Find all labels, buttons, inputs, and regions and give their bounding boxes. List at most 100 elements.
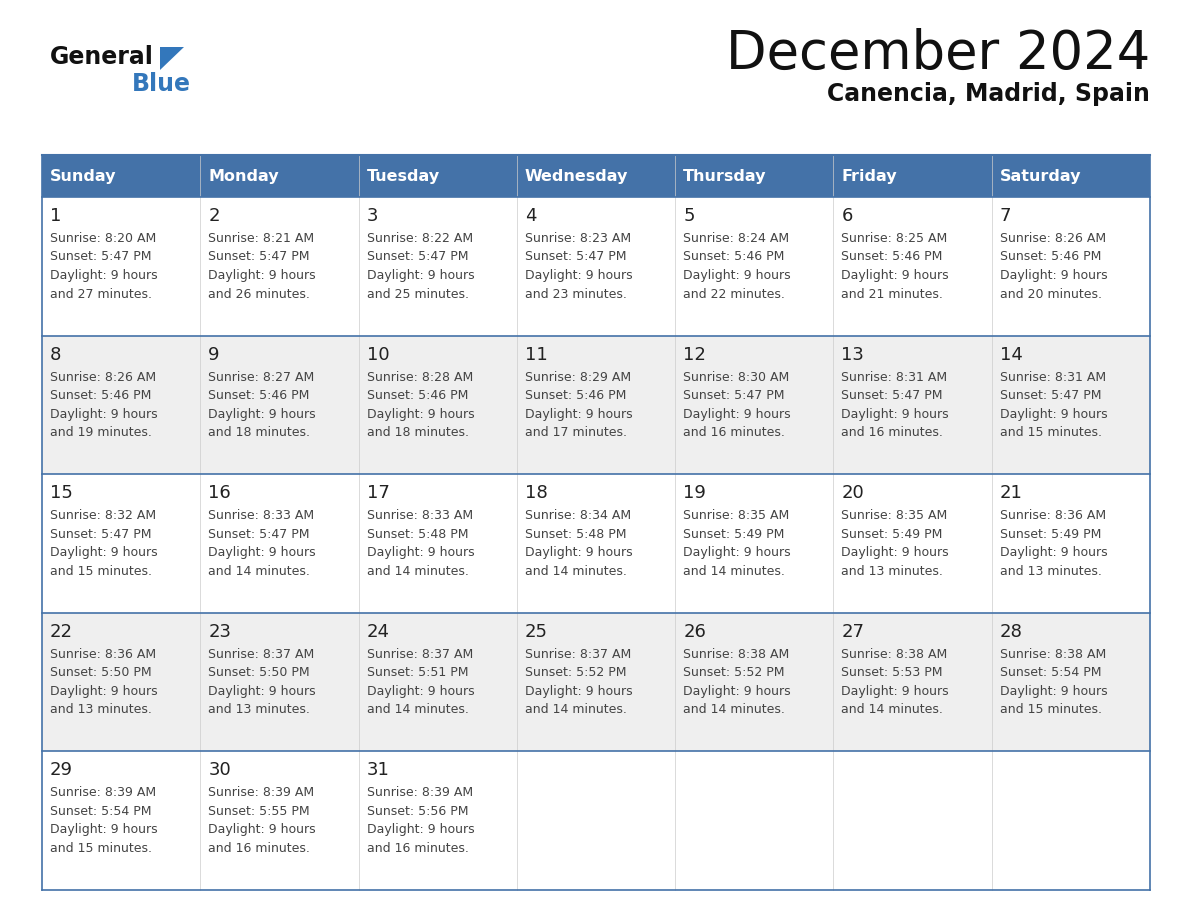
Text: and 26 minutes.: and 26 minutes. (208, 287, 310, 300)
Text: Daylight: 9 hours: Daylight: 9 hours (50, 546, 158, 559)
Text: Sunrise: 8:21 AM: Sunrise: 8:21 AM (208, 232, 315, 245)
Text: 17: 17 (367, 484, 390, 502)
Text: Sunset: 5:54 PM: Sunset: 5:54 PM (50, 805, 152, 818)
Bar (359, 613, 517, 752)
Text: and 21 minutes.: and 21 minutes. (841, 287, 943, 300)
Text: 4: 4 (525, 207, 536, 225)
Text: and 14 minutes.: and 14 minutes. (683, 703, 785, 716)
Text: Sunrise: 8:27 AM: Sunrise: 8:27 AM (208, 371, 315, 384)
Text: Sunrise: 8:33 AM: Sunrise: 8:33 AM (367, 509, 473, 522)
Text: and 14 minutes.: and 14 minutes. (525, 703, 627, 716)
Text: 25: 25 (525, 622, 548, 641)
Text: 23: 23 (208, 622, 232, 641)
Text: Sunrise: 8:34 AM: Sunrise: 8:34 AM (525, 509, 631, 522)
Text: Sunset: 5:47 PM: Sunset: 5:47 PM (1000, 389, 1101, 402)
Text: Sunrise: 8:25 AM: Sunrise: 8:25 AM (841, 232, 948, 245)
Text: Daylight: 9 hours: Daylight: 9 hours (208, 546, 316, 559)
Text: Blue: Blue (132, 72, 191, 96)
Text: Sunset: 5:47 PM: Sunset: 5:47 PM (50, 251, 152, 263)
Text: Sunset: 5:47 PM: Sunset: 5:47 PM (208, 528, 310, 541)
Text: Sunset: 5:55 PM: Sunset: 5:55 PM (208, 805, 310, 818)
Text: Wednesday: Wednesday (525, 169, 628, 184)
Text: Sunrise: 8:36 AM: Sunrise: 8:36 AM (50, 648, 156, 661)
Text: and 15 minutes.: and 15 minutes. (50, 565, 152, 577)
Text: Daylight: 9 hours: Daylight: 9 hours (525, 685, 632, 698)
Bar (42, 336, 201, 475)
Text: and 18 minutes.: and 18 minutes. (367, 426, 468, 439)
Text: 1: 1 (50, 207, 62, 225)
Text: General: General (50, 45, 154, 69)
Text: 12: 12 (683, 345, 706, 364)
Text: Sunrise: 8:39 AM: Sunrise: 8:39 AM (208, 787, 315, 800)
Bar (675, 475, 834, 613)
Text: and 14 minutes.: and 14 minutes. (841, 703, 943, 716)
Text: Daylight: 9 hours: Daylight: 9 hours (841, 685, 949, 698)
Text: Sunrise: 8:24 AM: Sunrise: 8:24 AM (683, 232, 789, 245)
Text: 7: 7 (1000, 207, 1011, 225)
Text: and 14 minutes.: and 14 minutes. (367, 703, 468, 716)
Text: and 15 minutes.: and 15 minutes. (1000, 703, 1101, 716)
Text: Daylight: 9 hours: Daylight: 9 hours (683, 546, 791, 559)
Text: 2: 2 (208, 207, 220, 225)
Text: 14: 14 (1000, 345, 1023, 364)
Text: and 13 minutes.: and 13 minutes. (208, 703, 310, 716)
Text: 31: 31 (367, 761, 390, 779)
Text: Sunrise: 8:23 AM: Sunrise: 8:23 AM (525, 232, 631, 245)
Text: Sunrise: 8:38 AM: Sunrise: 8:38 AM (1000, 648, 1106, 661)
Bar (201, 475, 359, 613)
Bar (359, 752, 517, 890)
Bar (517, 475, 675, 613)
Bar (675, 155, 834, 197)
Bar (42, 197, 201, 336)
Text: Daylight: 9 hours: Daylight: 9 hours (367, 823, 474, 836)
Text: 28: 28 (1000, 622, 1023, 641)
Text: Sunrise: 8:37 AM: Sunrise: 8:37 AM (367, 648, 473, 661)
Text: Sunset: 5:47 PM: Sunset: 5:47 PM (525, 251, 626, 263)
Bar (834, 155, 992, 197)
Text: Sunset: 5:49 PM: Sunset: 5:49 PM (841, 528, 943, 541)
Text: 16: 16 (208, 484, 230, 502)
Text: and 14 minutes.: and 14 minutes. (367, 565, 468, 577)
Text: Sunset: 5:48 PM: Sunset: 5:48 PM (525, 528, 626, 541)
Text: Sunset: 5:47 PM: Sunset: 5:47 PM (50, 528, 152, 541)
Bar (42, 752, 201, 890)
Text: and 25 minutes.: and 25 minutes. (367, 287, 468, 300)
Text: Sunset: 5:49 PM: Sunset: 5:49 PM (1000, 528, 1101, 541)
Text: 15: 15 (50, 484, 72, 502)
Text: Daylight: 9 hours: Daylight: 9 hours (50, 823, 158, 836)
Text: Sunrise: 8:26 AM: Sunrise: 8:26 AM (50, 371, 156, 384)
Bar (834, 336, 992, 475)
Text: and 14 minutes.: and 14 minutes. (525, 565, 627, 577)
Bar (992, 336, 1150, 475)
Text: and 13 minutes.: and 13 minutes. (1000, 565, 1101, 577)
Text: Sunrise: 8:33 AM: Sunrise: 8:33 AM (208, 509, 315, 522)
Text: Daylight: 9 hours: Daylight: 9 hours (50, 685, 158, 698)
Text: Sunrise: 8:30 AM: Sunrise: 8:30 AM (683, 371, 789, 384)
Text: and 19 minutes.: and 19 minutes. (50, 426, 152, 439)
Text: Sunset: 5:47 PM: Sunset: 5:47 PM (683, 389, 784, 402)
Text: Sunrise: 8:26 AM: Sunrise: 8:26 AM (1000, 232, 1106, 245)
Text: 22: 22 (50, 622, 72, 641)
Text: Sunrise: 8:35 AM: Sunrise: 8:35 AM (841, 509, 948, 522)
Text: and 15 minutes.: and 15 minutes. (1000, 426, 1101, 439)
Text: and 14 minutes.: and 14 minutes. (208, 565, 310, 577)
Text: Sunset: 5:51 PM: Sunset: 5:51 PM (367, 666, 468, 679)
Text: Monday: Monday (208, 169, 279, 184)
Text: 30: 30 (208, 761, 230, 779)
Text: Daylight: 9 hours: Daylight: 9 hours (683, 685, 791, 698)
Text: and 23 minutes.: and 23 minutes. (525, 287, 627, 300)
Bar (675, 613, 834, 752)
Text: Sunrise: 8:36 AM: Sunrise: 8:36 AM (1000, 509, 1106, 522)
Bar (42, 475, 201, 613)
Text: Sunset: 5:50 PM: Sunset: 5:50 PM (50, 666, 152, 679)
Text: Daylight: 9 hours: Daylight: 9 hours (50, 408, 158, 420)
Text: 3: 3 (367, 207, 378, 225)
Text: Daylight: 9 hours: Daylight: 9 hours (1000, 685, 1107, 698)
Bar (517, 752, 675, 890)
Text: Sunrise: 8:31 AM: Sunrise: 8:31 AM (1000, 371, 1106, 384)
Text: Daylight: 9 hours: Daylight: 9 hours (525, 269, 632, 282)
Text: and 27 minutes.: and 27 minutes. (50, 287, 152, 300)
Text: Canencia, Madrid, Spain: Canencia, Madrid, Spain (827, 82, 1150, 106)
Bar (42, 613, 201, 752)
Bar (517, 155, 675, 197)
